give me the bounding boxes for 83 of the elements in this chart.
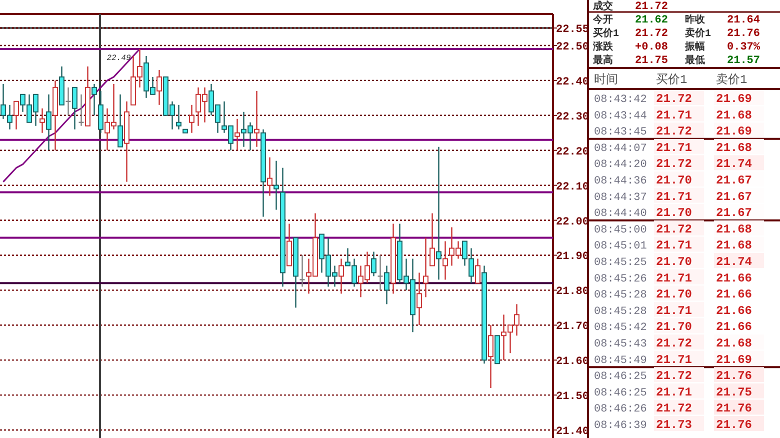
text: 最低 [684, 54, 705, 67]
y-tick-label: 08:45:25 [594, 257, 647, 269]
data-label: 21.71 [656, 140, 692, 155]
y-tick-label: 08:44:40 [594, 208, 647, 220]
data-label: 21.72 [656, 222, 692, 236]
y-tick-label: 08:46:26 [594, 404, 647, 416]
data-label: 21.72 [656, 369, 692, 384]
y-tick-label: 08:43:42 [594, 94, 647, 106]
data-label: 21.76 [716, 402, 752, 416]
data-label: 21.67 [716, 206, 752, 220]
data-label: 21.70 [656, 174, 692, 188]
data-label: 21.71 [656, 271, 692, 286]
data-label: 21.70 [656, 255, 692, 269]
data-label: 21.68 [716, 222, 752, 236]
data-label: 21.68 [716, 336, 752, 350]
y-tick-label: 08:44:20 [594, 159, 647, 172]
data-label: 21.71 [656, 385, 692, 400]
data-label: 21.68 [716, 238, 752, 253]
data-label: 21.71 [656, 238, 692, 253]
data-label: 21.70 [656, 288, 692, 302]
text: 21.64 [727, 14, 760, 26]
data-label: 21.66 [716, 320, 752, 334]
data-label: 21.76 [716, 418, 752, 432]
data-label: 21.67 [716, 190, 752, 204]
data-label: 21.69 [716, 352, 752, 367]
data-label: 21.68 [716, 140, 752, 155]
text: 0.37% [727, 42, 760, 54]
data-label: 21.71 [656, 352, 692, 367]
data-label: 21.66 [716, 288, 752, 302]
text: 21.72 [635, 1, 668, 13]
text: 今开 [592, 14, 613, 26]
y-tick-label: 08:44:36 [594, 176, 647, 188]
text: 21.57 [727, 55, 760, 67]
y-tick-label: 08:44:37 [594, 192, 647, 204]
data-label: 21.75 [716, 385, 752, 400]
text: 21.76 [727, 28, 760, 40]
y-tick-label: 08:46:25 [594, 387, 647, 400]
data-label: 21.66 [716, 271, 752, 286]
text: 买价1 [593, 27, 620, 40]
y-tick-label: 08:45:42 [594, 322, 647, 334]
text: 21.62 [635, 14, 668, 26]
data-label: 21.66 [716, 304, 752, 318]
text: 卖价1 [685, 27, 712, 40]
data-label: 21.68 [716, 108, 752, 122]
data-label: 21.72 [656, 92, 692, 106]
y-tick-label: 08:43:45 [594, 126, 647, 139]
data-label: 21.72 [656, 336, 692, 350]
y-tick-label: 08:45:00 [594, 224, 647, 236]
text: 涨跌 [592, 40, 614, 54]
annotation: 22.49 [106, 54, 131, 63]
data-label: 21.70 [656, 320, 692, 334]
data-label: 21.71 [656, 304, 692, 318]
data-label: 21.76 [716, 369, 752, 384]
text: 振幅 [684, 40, 705, 54]
y-tick-label: 08:45:01 [594, 240, 648, 253]
data-label: 21.74 [716, 157, 752, 172]
data-label: 21.71 [656, 190, 692, 204]
text: 成交 [592, 0, 613, 13]
y-tick-label: 08:45:28 [594, 306, 647, 318]
y-tick-label: 08:46:25 [594, 371, 647, 384]
data-label: 21.70 [656, 206, 692, 220]
y-tick-label: 08:46:39 [594, 420, 647, 432]
data-label: 21.74 [716, 255, 752, 269]
data-label: 21.69 [716, 124, 752, 139]
y-tick-label: 08:45:26 [594, 273, 647, 286]
y-axis-title: 时间 [594, 73, 618, 87]
text: +0.08 [635, 42, 668, 54]
text: 最高 [592, 54, 613, 67]
y-tick-label: 08:45:43 [594, 338, 647, 350]
data-label: 21.71 [656, 108, 692, 122]
data-label: 21.67 [716, 174, 752, 188]
data-label: 21.72 [656, 402, 692, 416]
y-tick-label: 08:45:28 [594, 290, 647, 302]
text: 昨收 [685, 14, 706, 26]
y-tick-label: 08:43:44 [594, 110, 648, 122]
data-label: 21.72 [656, 157, 692, 172]
data-label: 21.73 [656, 418, 692, 432]
text: 21.75 [635, 55, 668, 67]
y-tick-label: 08:44:07 [594, 142, 647, 155]
y-tick-label: 08:45:49 [594, 354, 647, 367]
data-label: 21.69 [716, 92, 752, 106]
text: 21.72 [635, 28, 668, 40]
data-label: 21.72 [656, 124, 692, 139]
